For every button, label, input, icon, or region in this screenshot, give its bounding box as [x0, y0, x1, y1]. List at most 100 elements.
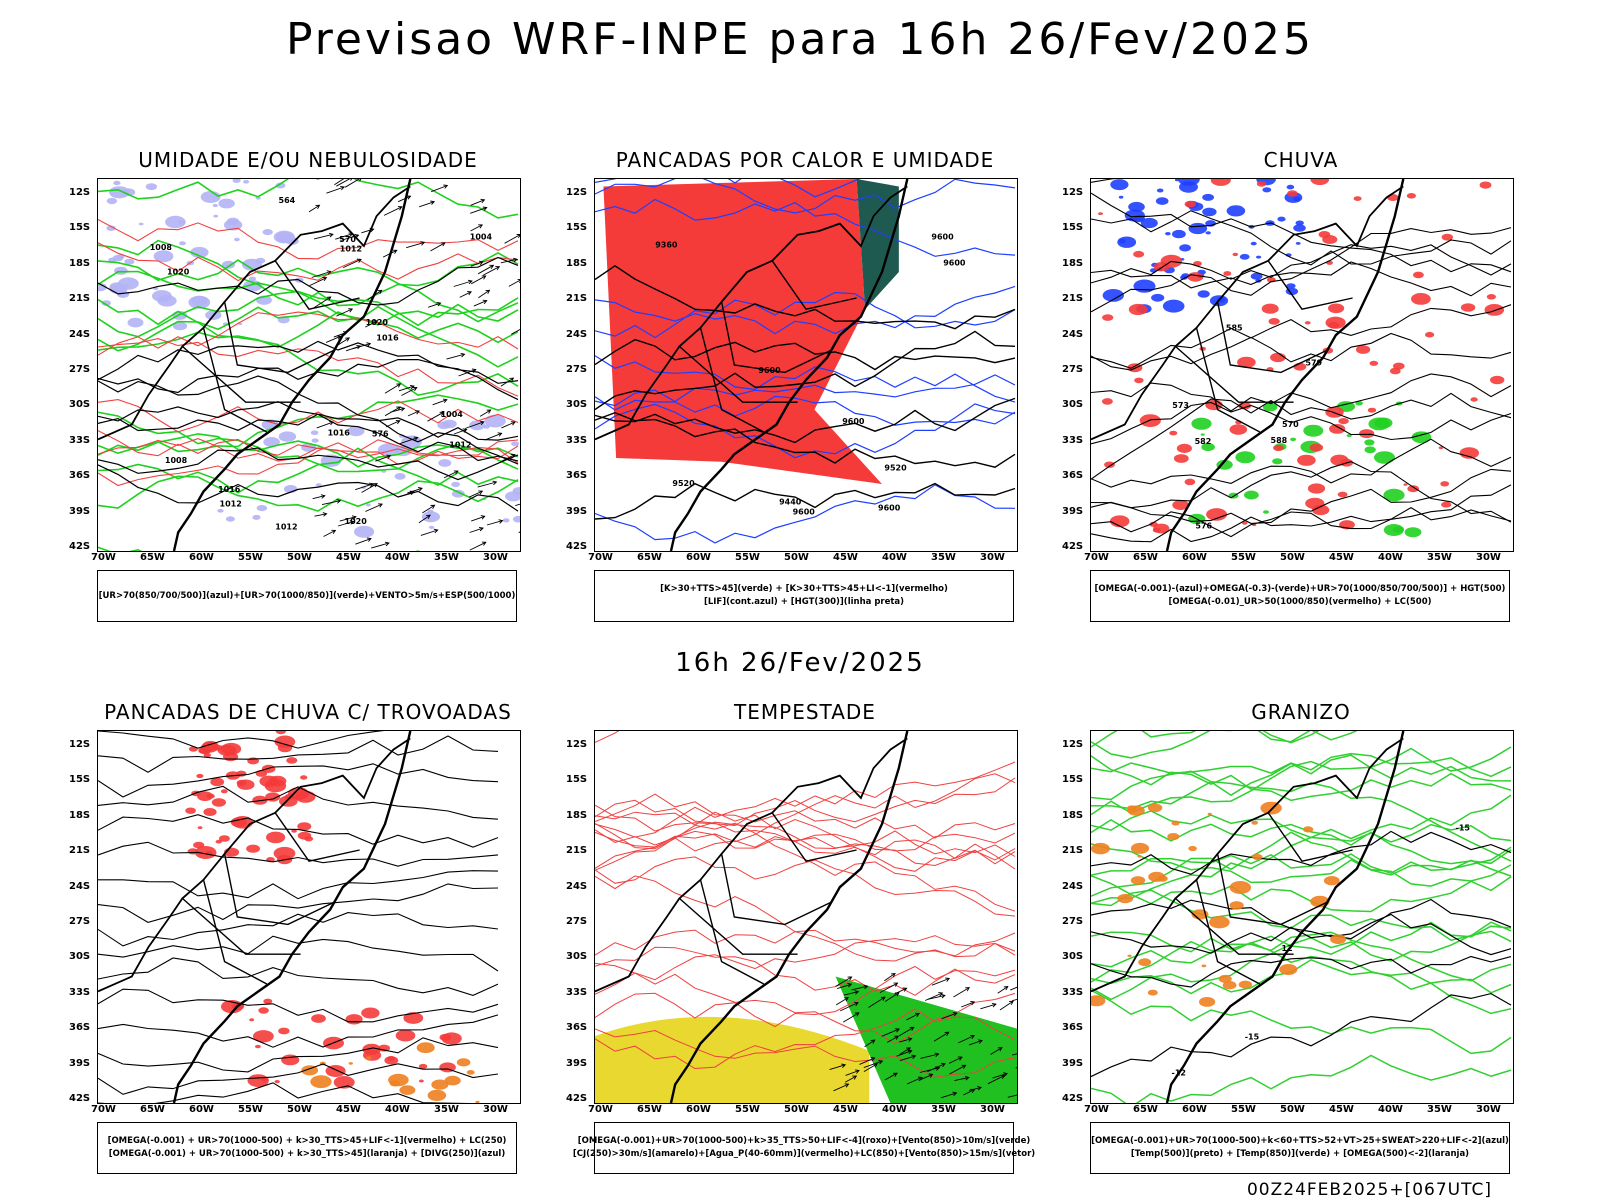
contour-label: 564 [279, 196, 296, 205]
omega-red-area [1232, 252, 1239, 257]
humidity-850-500-area [273, 230, 295, 244]
wind-vector [418, 514, 431, 524]
thunderstorm-red-area [196, 773, 204, 779]
omega500-orange-area [1127, 954, 1132, 957]
hgt300-contour [595, 397, 1016, 444]
latitude-tick: 39S [1062, 505, 1084, 517]
contour-label: 1020 [366, 318, 389, 327]
latitude-tick: 27S [69, 364, 91, 375]
omega-red-area [1328, 303, 1345, 314]
streamline-250 [98, 841, 499, 867]
humidity-850-500-area [262, 229, 273, 236]
latitude-tick: 27S [69, 916, 91, 927]
thunderstorm-red-area [215, 839, 222, 844]
legend-line: [OMEGA(-0.001) + UR>70(1000-500) + k>30_… [108, 1149, 506, 1159]
omega500-orange-area [1252, 853, 1263, 861]
omega-red-area [1411, 293, 1431, 305]
omega500-orange-area [1130, 842, 1150, 854]
longitude-tick: 35W [1427, 1104, 1452, 1115]
omega-red-area [1322, 235, 1338, 244]
thunderstorm-red-area [274, 735, 296, 748]
longitude-tick: 30W [1476, 1104, 1501, 1115]
wind-vector [344, 179, 362, 188]
latitude-tick: 24S [69, 880, 91, 892]
wind-vector [321, 499, 342, 506]
wind-vector [471, 515, 486, 522]
latitude-tick: 39S [1062, 1057, 1084, 1069]
omega-blue-area [1295, 220, 1304, 226]
map-canvas: 582 579 576 573 570 585 588 [1091, 179, 1512, 551]
humidity-850-500-area [223, 219, 243, 231]
omega-red-area [1104, 461, 1115, 468]
omega-red-area [1389, 367, 1401, 375]
thunderstorm-red-area [304, 836, 314, 842]
pressure-isobar [98, 375, 519, 465]
humidity-850-500-area [138, 222, 144, 226]
thunderstorm-orange-area [431, 1079, 449, 1090]
latitude-tick: 21S [1062, 293, 1084, 305]
country-border [1091, 737, 1404, 993]
thunderstorm-red-area [217, 744, 237, 756]
wind-vector [486, 519, 504, 526]
wind-850-vector [845, 1075, 858, 1083]
thunderstorm-red-area [274, 1080, 280, 1084]
omega500-orange-area [1137, 855, 1142, 858]
wind-vector [453, 279, 473, 287]
latitude-tick: 42S [1062, 1093, 1084, 1104]
precipitable-water-contour [595, 822, 1016, 912]
humidity-850-500-area [188, 295, 211, 309]
legend-line: [OMEGA(-0.001)+UR>70(1000-500)+k<60+TTS>… [1091, 1136, 1509, 1146]
thunderstorm-red-area [275, 731, 287, 735]
omega-red-area [1184, 200, 1196, 208]
wind-850-vector [840, 1001, 859, 1012]
wind-vector [468, 490, 484, 498]
omega500-orange-area [1229, 901, 1244, 910]
wind-vector [500, 257, 519, 264]
humidity-1000-850-contour [98, 259, 519, 323]
longitude-tick: 55W [735, 1104, 760, 1115]
latitude-tick: 15S [566, 222, 588, 234]
wind-vector [345, 344, 362, 352]
wind-vector [337, 520, 355, 527]
omega-red-area [1172, 500, 1189, 510]
omega-red-area [1210, 179, 1231, 186]
state-border [699, 327, 765, 433]
precipitable-water-contour [595, 731, 620, 743]
latitude-tick: 33S [1062, 434, 1084, 446]
longitude-tick: 70W [588, 1104, 613, 1115]
wind-vector [470, 206, 488, 214]
thunderstorm-orange-area [388, 1073, 409, 1087]
wind-vector [311, 270, 332, 278]
omega-green-area [1368, 417, 1390, 431]
streamline-250 [98, 988, 499, 1023]
omega-blue-area [1118, 239, 1126, 244]
wind-850-vector [881, 1028, 900, 1037]
wind-850-vector [1012, 998, 1017, 1002]
precipitable-water-contour [595, 773, 1016, 848]
hgt500-contour [1091, 332, 1512, 371]
humidity-850-500-area [190, 246, 209, 258]
map-canvas: 1008 1012 1008 1004 1004 1016 1012 1016 1020 1012… [98, 179, 520, 551]
hgt300-contour [595, 330, 1016, 411]
wind-vector [443, 470, 459, 479]
longitude-tick: 50W [287, 552, 312, 563]
thunderstorm-red-area [201, 742, 219, 753]
wind-vector [479, 409, 492, 417]
thunderstorm-red-area [333, 1076, 355, 1089]
wind-850-vector [968, 1039, 983, 1046]
omega-red-area [1128, 303, 1148, 316]
omega-blue-area [1277, 216, 1286, 222]
humidity-850-500-area [213, 214, 219, 218]
humidity-1000-850-contour [98, 239, 519, 307]
thickness-contour [98, 311, 519, 356]
omega-blue-area [1239, 253, 1250, 260]
streamline-250 [98, 912, 499, 947]
latitude-tick: 15S [566, 774, 588, 786]
temp850-contour [1091, 755, 1512, 802]
omega-red-area [1479, 181, 1492, 189]
thunderstorm-red-area [203, 808, 217, 816]
longitude-tick: 70W [91, 552, 116, 563]
hgt500-contour [1091, 461, 1512, 523]
map-canvas: 9600 9600 9600 9600 9520 9440 9360 9600 9520 9600 [595, 179, 1016, 551]
contour-label: 576 [1195, 521, 1212, 530]
